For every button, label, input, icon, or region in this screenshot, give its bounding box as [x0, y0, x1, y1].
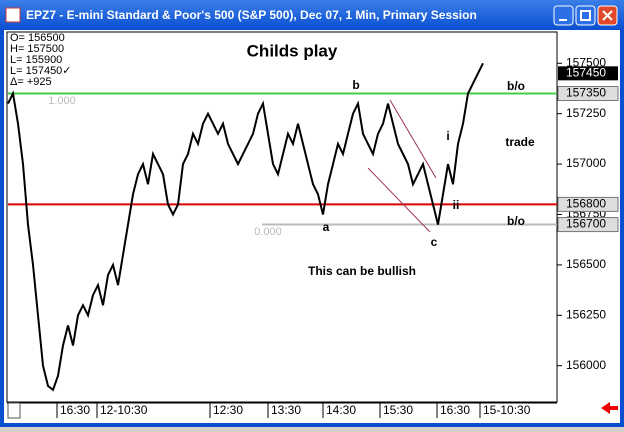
app-icon	[5, 7, 21, 23]
annotation: This can be bullish	[308, 264, 416, 278]
maximize-glyph	[580, 10, 591, 21]
y-tick-label: 156250	[566, 307, 606, 321]
y-tick-label: 156500	[566, 257, 606, 271]
annotation: a	[323, 220, 330, 234]
level-label: 156800	[566, 197, 606, 211]
trendline	[367, 99, 437, 233]
x-tick-label: 16:30	[440, 403, 470, 417]
last-price-box	[558, 66, 618, 81]
info-line: Δ= +925	[10, 76, 52, 88]
level-label: 157350	[566, 86, 606, 100]
info-line: H= 157500	[10, 43, 64, 55]
annotation: c	[431, 235, 438, 249]
last-price-label: 157450	[566, 66, 606, 80]
level-label-box	[557, 217, 619, 233]
y-tick-label: 157000	[566, 156, 606, 170]
info-line: L= 155900	[10, 54, 62, 66]
chart-title: Childs play	[247, 41, 338, 60]
x-tick-label: 15:30	[383, 403, 413, 417]
annotation: 1.000	[48, 95, 76, 107]
title-bar	[0, 0, 624, 30]
x-tick-label: 15-10:30	[483, 403, 531, 417]
x-tick-label: 12-10:30	[100, 403, 148, 417]
info-line: O= 156500	[10, 32, 65, 44]
annotation: b	[352, 78, 359, 92]
y-tick-label: 157500	[566, 55, 606, 69]
annotation: 0.000	[254, 226, 282, 238]
scroll-box[interactable]	[7, 402, 21, 419]
y-tick-label: 157250	[566, 106, 606, 120]
scroll-arrow[interactable]	[601, 402, 618, 414]
info-line: L= 157450✓	[10, 65, 72, 77]
y-tick-label: 156000	[566, 358, 606, 372]
annotation: trade	[505, 135, 535, 149]
annotation: ii	[453, 198, 460, 212]
x-tick-label: 13:30	[271, 403, 301, 417]
annotation: i	[446, 129, 449, 143]
x-tick-label: 12:30	[213, 403, 243, 417]
minimize-button[interactable]	[553, 5, 574, 26]
price-line	[7, 62, 484, 392]
level-label-box	[557, 196, 619, 212]
level-label-box	[557, 85, 619, 101]
annotation: b/o	[507, 79, 525, 93]
close-glyph	[602, 10, 613, 21]
maximize-button[interactable]	[575, 5, 596, 26]
plot-frame	[6, 31, 558, 403]
x-tick-label: 16:30	[60, 403, 90, 417]
x-tick-label: 14:30	[326, 403, 356, 417]
annotation: b/o	[507, 214, 525, 228]
window-title: EPZ7 - E-mini Standard & Poor's 500 (S&P…	[26, 8, 477, 22]
level-label: 156700	[566, 217, 606, 231]
info-box	[8, 33, 78, 93]
